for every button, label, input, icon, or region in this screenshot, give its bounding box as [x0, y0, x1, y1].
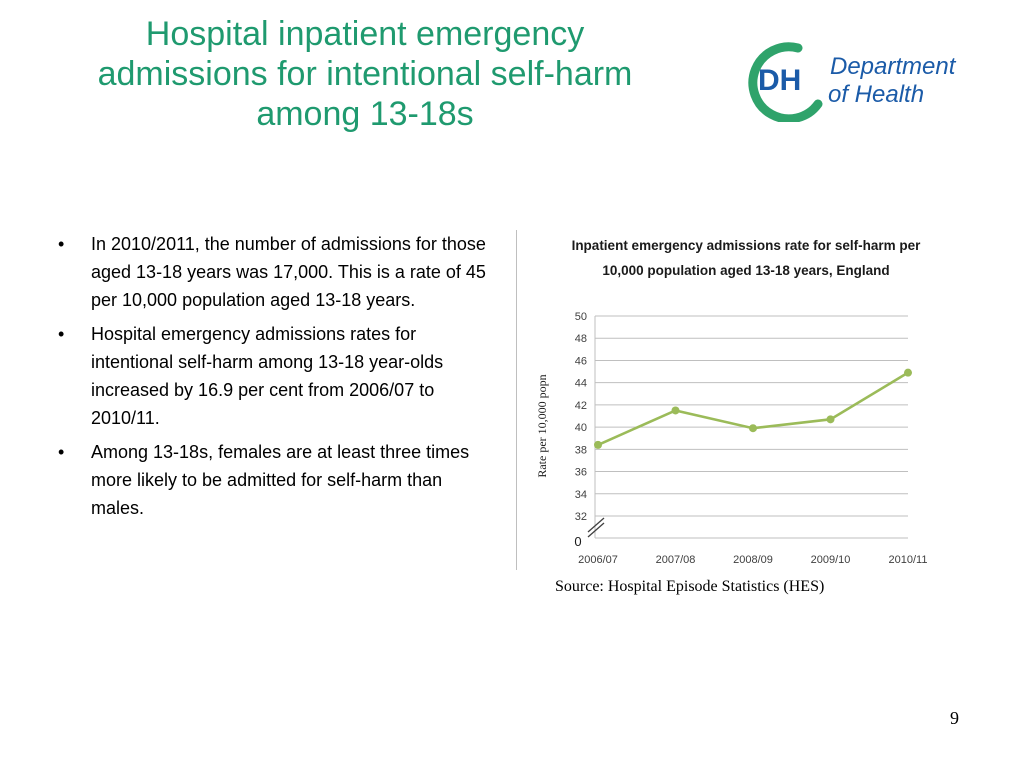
y-tick-label: 32 [575, 511, 587, 523]
data-point [749, 424, 757, 433]
bullet-item: Among 13-18s, females are at least three… [56, 438, 496, 522]
y-tick-label: 46 [575, 355, 587, 367]
axis-break-mark [587, 517, 605, 533]
logo-swoosh-icon [748, 42, 823, 122]
data-point [826, 415, 835, 424]
department-of-health-logo: DH Department of Health [748, 42, 957, 122]
page-number: 9 [950, 708, 959, 728]
data-point [671, 406, 680, 415]
slide-title-line: among 13-18s [256, 95, 474, 133]
x-tick-label: 2009/10 [811, 554, 851, 566]
y-axis-zero-label: 0 [574, 534, 581, 549]
logo-text-line2: of Health [828, 81, 924, 108]
x-tick-label: 2010/11 [889, 554, 928, 566]
logo-mark: DH [758, 64, 801, 97]
y-tick-label: 44 [575, 378, 587, 390]
column-divider [516, 230, 517, 570]
chart-title-line: 10,000 population aged 13-18 years, Engl… [602, 263, 889, 278]
y-tick-label: 48 [575, 333, 587, 345]
chart-title-line: Inpatient emergency admissions rate for … [572, 238, 922, 253]
y-tick-label: 34 [575, 489, 587, 501]
y-tick-label: 36 [575, 467, 587, 479]
x-tick-label: 2007/08 [656, 554, 696, 566]
x-tick-label: 2006/07 [578, 554, 618, 566]
data-point [904, 368, 912, 377]
bullet-list: In 2010/2011, the number of admissions f… [56, 230, 496, 528]
line-chart: Inpatient emergency admissions rate for … [535, 238, 928, 566]
slide-title-line: Hospital inpatient emergency [145, 15, 585, 53]
source-note: Source: Hospital Episode Statistics (HES… [555, 578, 825, 595]
logo-text-line1: Department [830, 53, 957, 80]
x-tick-label: 2008/09 [733, 554, 773, 566]
data-point [594, 440, 602, 449]
bullet-item: In 2010/2011, the number of admissions f… [56, 230, 496, 314]
slide-title: Hospital inpatient emergency admissions … [30, 14, 700, 134]
y-axis-label: Rate per 10,000 popn [535, 374, 549, 477]
y-tick-label: 40 [575, 422, 587, 434]
bullet-item: Hospital emergency admissions rates for … [56, 320, 496, 432]
y-tick-label: 42 [575, 400, 587, 412]
y-tick-label: 38 [575, 444, 587, 456]
series-line [597, 371, 909, 447]
slide-title-line: admissions for intentional self-harm [97, 55, 633, 93]
y-tick-label: 50 [575, 311, 587, 323]
axis-break-mark [587, 522, 605, 538]
